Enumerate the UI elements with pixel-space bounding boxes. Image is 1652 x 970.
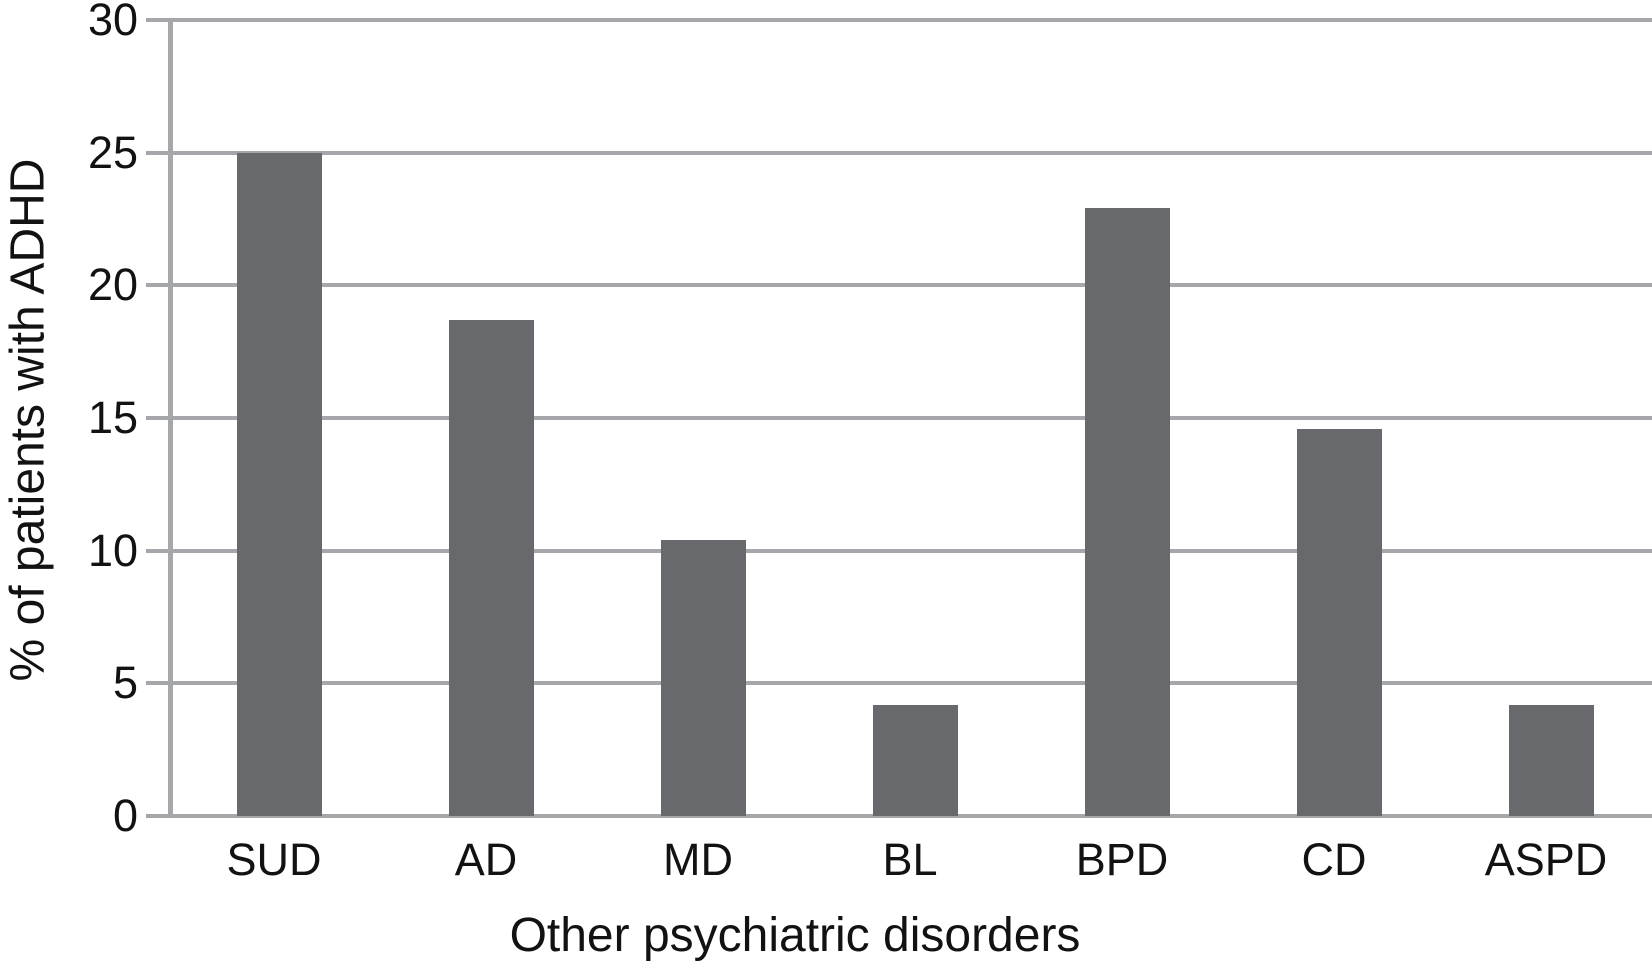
y-tick-label-20: 20 (87, 259, 138, 311)
x-tick-label-sud: SUD (226, 834, 322, 885)
y-tick-10 (146, 548, 173, 553)
y-tick-0 (146, 814, 173, 818)
y-tick-30 (146, 18, 173, 22)
y-tick-15 (146, 416, 173, 420)
y-tick-label-5: 5 (112, 657, 138, 709)
gridline-y-15 (173, 416, 1652, 420)
bar-aspd (1508, 704, 1594, 816)
x-tick-label-md: MD (663, 834, 733, 885)
bar-cd (1296, 428, 1382, 816)
gridline-y-30 (173, 18, 1652, 22)
y-tick-5 (146, 681, 173, 686)
bar-bl (872, 704, 958, 816)
x-tick-label-aspd: ASPD (1484, 834, 1608, 885)
y-tick-label-30: 30 (87, 0, 138, 45)
y-tick-20 (146, 283, 173, 288)
gridline-y-5 (173, 681, 1652, 686)
bar-ad (448, 319, 534, 816)
y-tick-label-10: 10 (87, 524, 138, 576)
bar-md (660, 540, 746, 816)
y-tick-label-25: 25 (87, 126, 138, 178)
y-tick-label-0: 0 (112, 790, 138, 841)
plot-area (146, 18, 1652, 818)
gridline-y-20 (173, 283, 1652, 288)
x-tick-label-cd: CD (1301, 834, 1367, 885)
x-tick-label-ad: AD (454, 834, 518, 885)
y-tick-25 (146, 150, 173, 155)
y-tick-label-15: 15 (87, 392, 138, 443)
bar-bpd (1084, 208, 1170, 816)
x-tick-label-bpd: BPD (1075, 834, 1169, 885)
x-tick-label-bl: BL (882, 834, 938, 885)
gridline-y-0 (173, 814, 1652, 818)
bar-sud (236, 152, 322, 816)
gridline-y-25 (173, 150, 1652, 155)
x-axis-title: Other psychiatric disorders (509, 909, 1081, 962)
gridline-y-10 (173, 548, 1652, 553)
